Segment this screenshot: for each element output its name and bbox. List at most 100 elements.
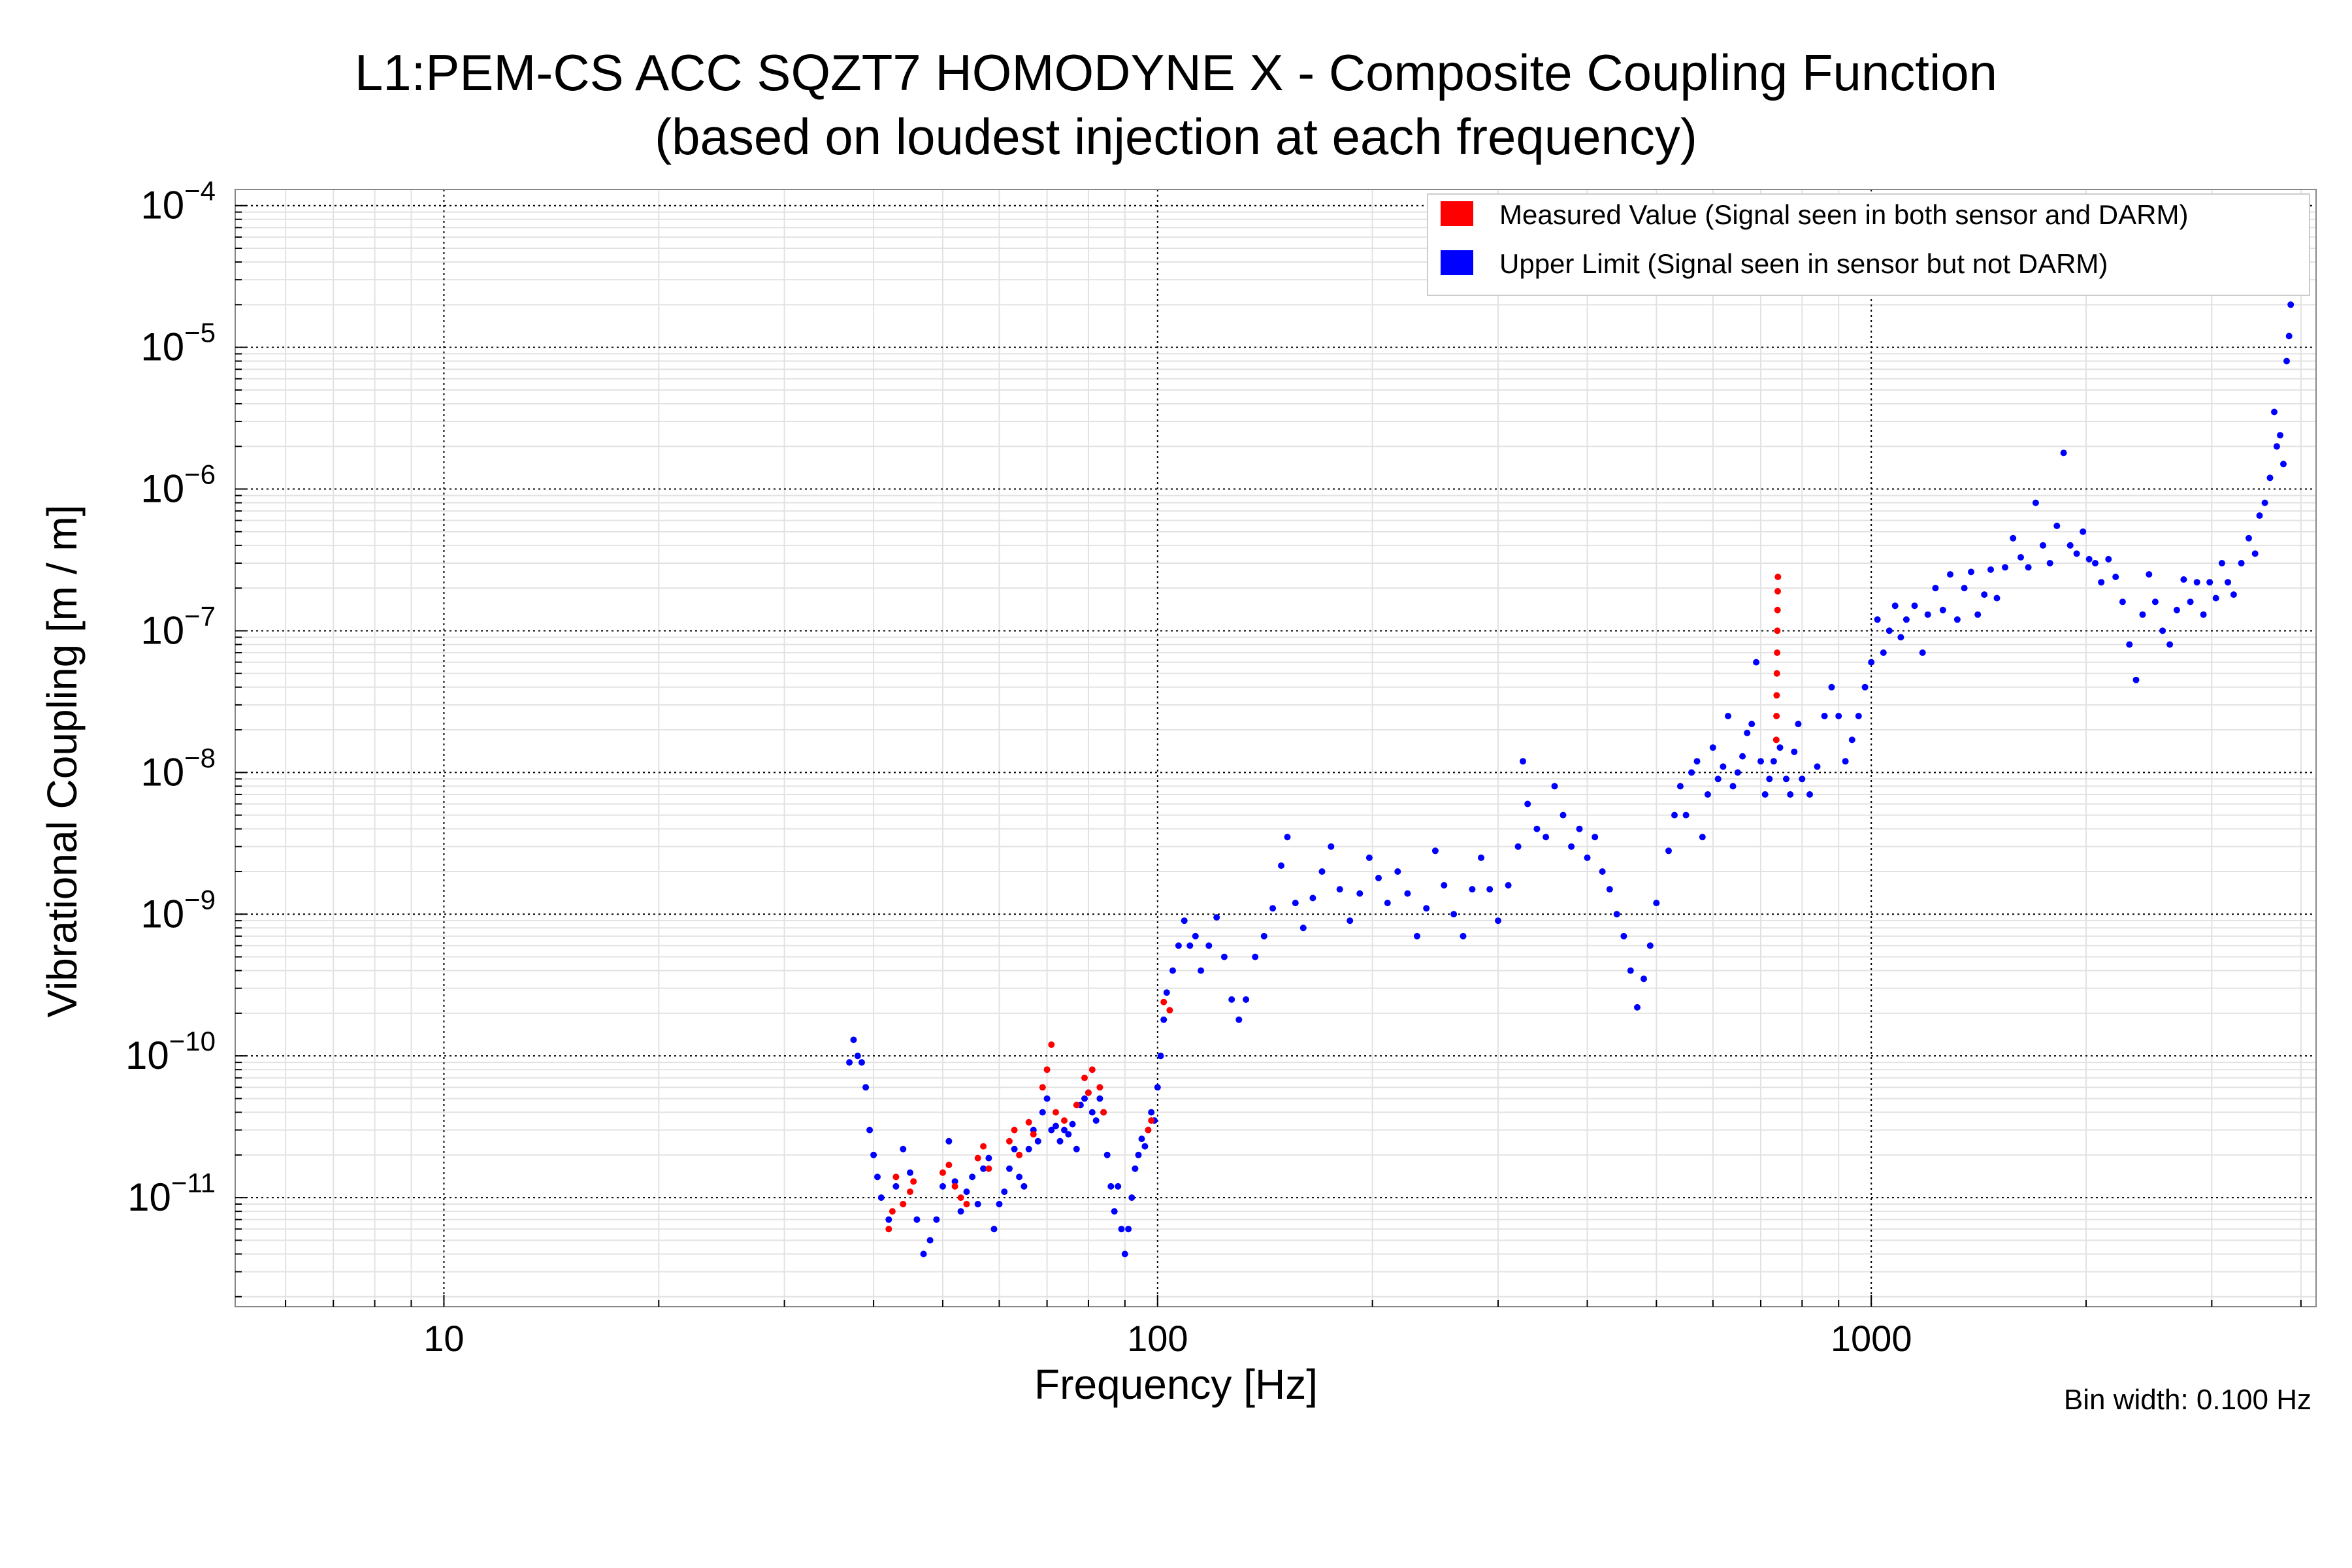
upper-limit-point bbox=[1880, 649, 1887, 656]
upper-limit-point bbox=[1138, 1135, 1145, 1143]
upper-limit-point bbox=[1318, 868, 1326, 875]
upper-limit-point bbox=[1039, 1109, 1046, 1116]
minor-grid bbox=[235, 189, 2316, 1307]
upper-limit-point bbox=[1714, 776, 1722, 783]
upper-limit-point bbox=[862, 1084, 870, 1091]
y-tick-label: 10−10 bbox=[125, 1026, 216, 1077]
upper-limit-point bbox=[1073, 1145, 1080, 1152]
upper-limit-point bbox=[2166, 641, 2174, 648]
upper-limit-point bbox=[1441, 882, 1448, 889]
upper-limit-point bbox=[2238, 560, 2245, 566]
upper-limit-point bbox=[870, 1151, 877, 1158]
y-tick-exponent: −10 bbox=[169, 1026, 216, 1056]
upper-limit-point bbox=[2280, 461, 2287, 468]
measured-point bbox=[1774, 606, 1781, 613]
upper-limit-point bbox=[1806, 791, 1813, 798]
measured-point bbox=[939, 1169, 946, 1176]
measured-point bbox=[892, 1173, 900, 1181]
measured-point bbox=[1006, 1137, 1013, 1145]
upper-limit-point bbox=[1016, 1173, 1023, 1181]
upper-limit-point bbox=[1520, 758, 1526, 765]
upper-limit-point bbox=[2060, 449, 2067, 457]
upper-limit-point bbox=[1932, 585, 1939, 592]
upper-limit-point bbox=[2266, 474, 2274, 482]
upper-limit-point bbox=[1025, 1145, 1032, 1152]
upper-limit-point bbox=[1404, 890, 1411, 897]
axis-ticks: 10 100 100010−1110−1010−910−810−710−610−51… bbox=[125, 176, 2302, 1359]
x-tick-label: 1000 bbox=[1831, 1318, 1912, 1359]
upper-limit-point bbox=[1939, 606, 1946, 613]
upper-limit-point bbox=[1641, 975, 1647, 983]
measured-point bbox=[1081, 1074, 1088, 1081]
y-tick-label: 10−7 bbox=[140, 600, 216, 652]
upper-limit-point bbox=[2025, 564, 2032, 571]
upper-limit-point bbox=[1365, 854, 1373, 861]
chart-subtitle: (based on loudest injection at each freq… bbox=[655, 108, 1697, 165]
measured-point bbox=[1772, 736, 1780, 743]
upper-limit-point bbox=[2151, 598, 2159, 606]
upper-limit-point bbox=[2053, 522, 2061, 529]
measured-point bbox=[1025, 1119, 1032, 1126]
upper-limit-point bbox=[1048, 1126, 1055, 1134]
upper-limit-point bbox=[1375, 874, 1382, 881]
measured-point bbox=[985, 1165, 992, 1172]
upper-limit-point bbox=[1646, 942, 1654, 949]
upper-limit-point bbox=[2085, 555, 2093, 563]
upper-limit-point bbox=[2173, 606, 2180, 613]
upper-limit-point bbox=[1739, 753, 1746, 760]
upper-limit-point bbox=[1423, 905, 1430, 912]
upper-limit-point bbox=[2098, 579, 2105, 586]
upper-limit-point bbox=[2040, 542, 2046, 549]
upper-limit-point bbox=[1181, 917, 1188, 924]
upper-limit-point bbox=[1974, 611, 1982, 618]
upper-limit-point bbox=[1186, 942, 1194, 949]
upper-limit-point bbox=[1141, 1143, 1149, 1150]
y-tick-label: 10−4 bbox=[140, 176, 216, 227]
upper-limit-point bbox=[1431, 847, 1439, 855]
upper-limit-point bbox=[1228, 996, 1235, 1003]
upper-limit-point bbox=[2261, 499, 2268, 506]
upper-limit-point bbox=[1560, 811, 1567, 819]
upper-limit-point bbox=[1814, 763, 1821, 770]
y-tick-label: 10−11 bbox=[127, 1168, 216, 1219]
upper-limit-point bbox=[1693, 758, 1701, 765]
measured-point bbox=[885, 1226, 892, 1233]
upper-limit-point bbox=[1069, 1120, 1076, 1128]
measured-point bbox=[1100, 1109, 1107, 1116]
upper-limit-point bbox=[1163, 989, 1170, 996]
upper-limit-point bbox=[2283, 357, 2290, 365]
measured-point bbox=[1053, 1109, 1059, 1116]
upper-limit-point bbox=[1278, 862, 1284, 869]
upper-limit-point bbox=[1220, 953, 1228, 960]
upper-limit-point bbox=[1842, 758, 1849, 765]
upper-limit-point bbox=[1753, 659, 1760, 666]
upper-limit-point bbox=[1947, 571, 1953, 578]
upper-limit-point bbox=[1688, 769, 1695, 776]
upper-limit-point bbox=[1729, 783, 1737, 790]
y-tick-exponent: −7 bbox=[184, 600, 216, 631]
y-tick-base: 10 bbox=[125, 1034, 169, 1077]
measured-point bbox=[974, 1154, 981, 1162]
upper-limit-point bbox=[1987, 566, 1994, 573]
upper-limit-point bbox=[974, 1201, 981, 1207]
measured-point bbox=[1096, 1084, 1103, 1091]
upper-limit-point bbox=[1924, 611, 1931, 618]
upper-limit-point bbox=[1968, 568, 1974, 576]
upper-limit-point bbox=[939, 1183, 946, 1190]
upper-limit-point bbox=[1292, 900, 1299, 907]
upper-limit-point bbox=[1043, 1095, 1051, 1102]
upper-limit-point bbox=[2017, 554, 2024, 561]
upper-limit-point bbox=[1725, 713, 1731, 719]
upper-limit-point bbox=[2180, 576, 2187, 583]
measured-point bbox=[1061, 1117, 1068, 1124]
upper-limit-point bbox=[1709, 744, 1716, 751]
y-tick-label: 10−9 bbox=[140, 884, 216, 936]
upper-limit-point bbox=[2105, 555, 2112, 563]
measured-point bbox=[1773, 692, 1780, 699]
upper-limit-point bbox=[1235, 1016, 1243, 1023]
measured-point bbox=[1011, 1126, 1018, 1134]
upper-limit-point bbox=[1056, 1137, 1064, 1145]
y-tick-base: 10 bbox=[140, 184, 184, 227]
upper-limit-point bbox=[1514, 843, 1522, 850]
